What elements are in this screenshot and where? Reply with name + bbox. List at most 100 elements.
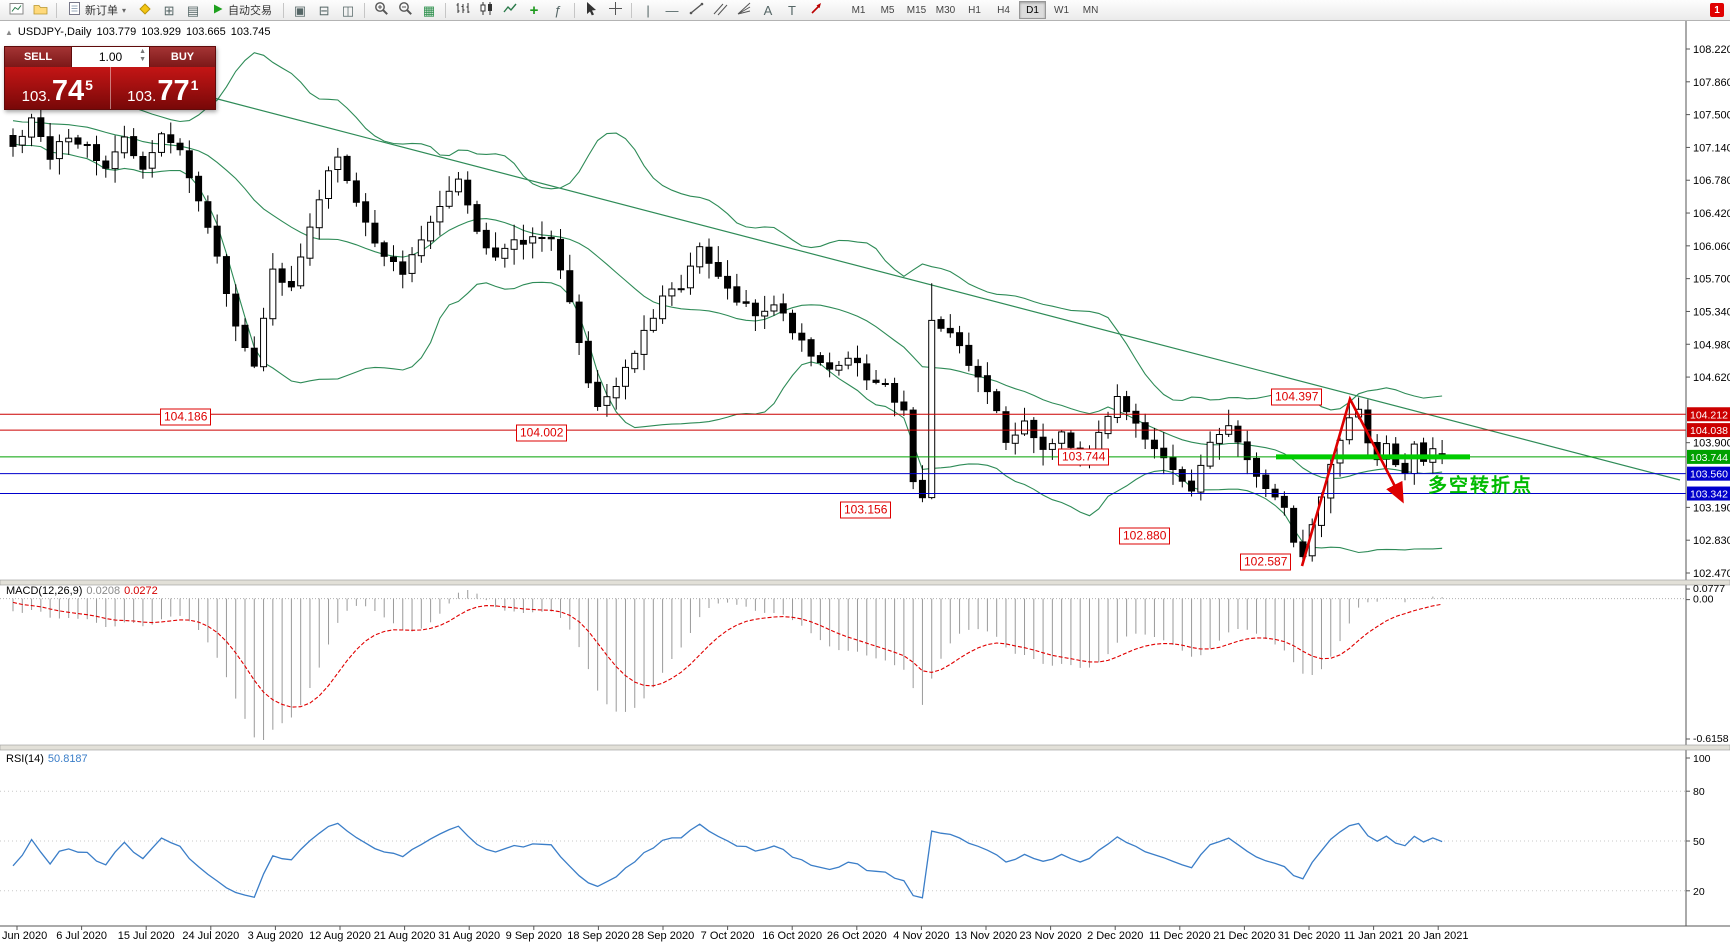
autotrading-button[interactable]: 自动交易	[206, 0, 278, 20]
price-callout-102.587[interactable]: 102.587	[1240, 553, 1292, 571]
toolbar-separator	[56, 2, 57, 18]
svg-text:103.190: 103.190	[1693, 502, 1730, 514]
rsi-name: RSI(14)	[6, 753, 44, 765]
svg-text:13 Nov 2020: 13 Nov 2020	[955, 930, 1017, 942]
svg-text:105.700: 105.700	[1693, 274, 1730, 286]
svg-text:103.744: 103.744	[1690, 452, 1728, 464]
timeframe-d1-button[interactable]: D1	[1019, 1, 1047, 19]
volume-input[interactable]: 1.00 ▲ ▼	[71, 47, 150, 67]
grid-toggle-button[interactable]: ▦	[418, 0, 440, 20]
buy-price-button[interactable]: 103. 77 1	[109, 67, 216, 109]
timeframe-m1-button[interactable]: M1	[851, 4, 866, 16]
sell-button[interactable]: SELL	[5, 47, 71, 67]
horizontal-line-button[interactable]: —	[661, 0, 683, 20]
vertical-line-icon: |	[646, 2, 650, 18]
timeframe-m30-button[interactable]: M30	[935, 4, 956, 16]
svg-text:102.830: 102.830	[1693, 535, 1730, 547]
chart-profiles-button[interactable]	[29, 0, 51, 20]
market-watch-button[interactable]: ⊞	[158, 0, 180, 20]
timeframe-h1-button[interactable]: H1	[968, 4, 981, 16]
text-label-icon: T	[788, 2, 796, 18]
price-callout-104.002[interactable]: 104.002	[516, 424, 568, 442]
line-chart-button[interactable]	[499, 0, 521, 20]
timeframe-m15-button[interactable]: M15	[906, 4, 927, 16]
volume-stepper[interactable]: ▲ ▼	[139, 48, 146, 64]
zoom-out-button[interactable]	[394, 0, 416, 20]
sell-price-pips: 74	[51, 75, 85, 107]
timeframe-h4-button[interactable]: H4	[997, 4, 1010, 16]
svg-text:103.900: 103.900	[1693, 438, 1730, 450]
price-callout-103.744[interactable]: 103.744	[1058, 448, 1110, 466]
svg-text:103.560: 103.560	[1690, 469, 1728, 481]
one-click-collapse-icon[interactable]: ▲	[5, 27, 13, 37]
cascade-windows-icon: ▣	[293, 2, 307, 18]
buy-price-base: 103.	[127, 88, 157, 105]
time-axis[interactable]: 25 Jun 2020 6 Jul 2020 15 Jul 2020 24 Jul 2…	[0, 925, 1730, 942]
bar-chart-button[interactable]	[451, 0, 473, 20]
sell-price-fraction: 5	[85, 77, 93, 93]
fibonacci-button[interactable]	[733, 0, 755, 20]
price-axis[interactable]: 108.220 107.860 107.500 107.140 106.780 106.4…	[1685, 20, 1730, 926]
panel-separator[interactable]	[0, 579, 1730, 586]
timeframe-mn-button[interactable]: MN	[1082, 4, 1099, 16]
svg-text:100: 100	[1693, 753, 1711, 765]
toolbar-separator	[445, 2, 447, 18]
svg-text:106.780: 106.780	[1693, 175, 1730, 187]
metaeditor-button[interactable]	[134, 0, 156, 20]
svg-text:106.060: 106.060	[1693, 241, 1730, 253]
trend-arrow-annotation[interactable]	[1300, 395, 1404, 567]
channel-button[interactable]	[709, 0, 731, 20]
rsi-indicator[interactable]: 100 80 50 20	[0, 753, 1711, 899]
new-order-label: 新订单	[85, 5, 118, 17]
svg-text:0.00: 0.00	[1693, 594, 1714, 606]
cursor-icon	[585, 1, 598, 19]
turning-point-annotation[interactable]: 多空转折点	[1428, 475, 1534, 497]
cursor-tool-button[interactable]	[580, 0, 602, 20]
timeframe-w1-button[interactable]: W1	[1054, 4, 1070, 16]
text-icon: A	[763, 2, 773, 18]
svg-text:16 Oct 2020: 16 Oct 2020	[762, 930, 822, 942]
svg-text:6 Jul 2020: 6 Jul 2020	[56, 930, 107, 942]
candlestick-chart-button[interactable]	[475, 0, 497, 20]
vertical-line-button[interactable]: |	[637, 0, 659, 20]
add-indicator-button[interactable]: +	[523, 0, 545, 20]
panel-separator[interactable]	[0, 744, 1730, 751]
tile-horizontally-button[interactable]: ⊟	[313, 0, 335, 20]
new-order-button[interactable]: 新订单 ▾	[62, 0, 132, 20]
svg-text:50: 50	[1693, 836, 1705, 848]
text-tool-button[interactable]: A	[757, 0, 779, 20]
new-chart-button[interactable]	[5, 0, 27, 20]
trendline-button[interactable]	[685, 0, 707, 20]
price-callout-103.156[interactable]: 103.156	[840, 501, 892, 519]
alert-badge[interactable]: 1	[1710, 3, 1724, 17]
indicator-list-button[interactable]: ƒ	[547, 0, 569, 20]
svg-text:20: 20	[1693, 886, 1705, 898]
zoom-in-button[interactable]	[370, 0, 392, 20]
svg-text:18 Sep 2020: 18 Sep 2020	[567, 930, 629, 942]
svg-text:103.342: 103.342	[1690, 489, 1728, 501]
timeframe-m5-button[interactable]: M5	[880, 4, 895, 16]
svg-text:9 Sep 2020: 9 Sep 2020	[506, 930, 562, 942]
macd-label: MACD(12,26,9) 0.0208 0.0272	[6, 585, 158, 597]
svg-text:80: 80	[1693, 786, 1705, 798]
buy-button[interactable]: BUY	[150, 47, 215, 67]
candlestick-series[interactable]	[9, 108, 1446, 563]
tile-vertically-button[interactable]: ◫	[337, 0, 359, 20]
one-click-trading-panel: SELL 1.00 ▲ ▼ BUY 103. 74 5 103. 77 1	[4, 46, 216, 110]
svg-text:12 Aug 2020: 12 Aug 2020	[309, 930, 371, 942]
stepper-down-icon[interactable]: ▼	[139, 56, 146, 63]
descending-trendline[interactable]	[209, 96, 1681, 481]
stepper-up-icon[interactable]: ▲	[139, 48, 146, 55]
sell-price-button[interactable]: 103. 74 5	[5, 67, 110, 109]
navigator-button[interactable]: ▤	[182, 0, 204, 20]
price-callout-102.880[interactable]: 102.880	[1119, 527, 1171, 545]
cascade-windows-button[interactable]: ▣	[289, 0, 311, 20]
macd-signal-value: 0.0272	[124, 585, 158, 597]
price-callout-104.397[interactable]: 104.397	[1271, 388, 1323, 406]
crosshair-tool-button[interactable]	[604, 0, 626, 20]
arrows-tool-button[interactable]	[805, 0, 827, 20]
text-label-tool-button[interactable]: T	[781, 0, 803, 20]
price-callout-104.186[interactable]: 104.186	[160, 408, 212, 426]
